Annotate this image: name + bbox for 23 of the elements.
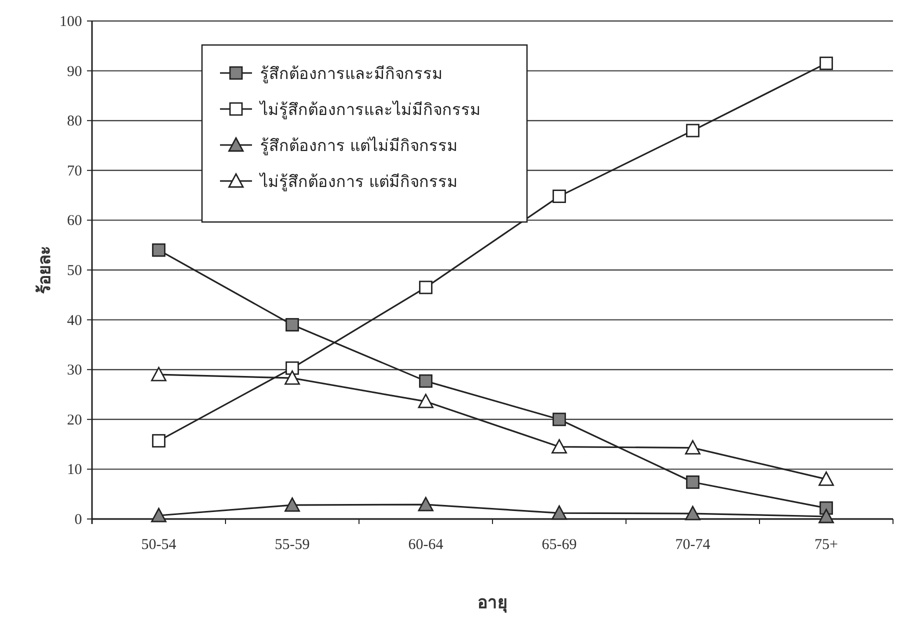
y-tick-label: 10: [67, 462, 82, 478]
y-tick-label: 80: [67, 114, 82, 130]
x-tick-label: 55-59: [274, 537, 310, 553]
y-tick-label: 70: [67, 163, 82, 180]
y-tick-label: 30: [67, 362, 82, 379]
y-tick-label: 20: [67, 412, 82, 428]
legend-label: รู้สึกต้องการและมีกิจกรรม: [260, 64, 443, 84]
x-tick-label: 70-74: [675, 537, 711, 553]
y-tick-label: 50: [67, 263, 82, 279]
y-tick-label: 90: [67, 64, 82, 80]
x-tick-label: 60-64: [408, 537, 444, 553]
legend-label: ไม่รู้สึกต้องการและไม่มีกิจกรรม: [258, 100, 481, 120]
y-tick-label: 0: [74, 512, 82, 528]
y-tick-label: 40: [67, 312, 82, 329]
x-tick-label: 75+: [814, 537, 838, 553]
y-axis-title: ร้อยละ: [35, 246, 55, 294]
x-tick-label: 50-54: [141, 537, 177, 553]
y-tick-label: 60: [67, 213, 82, 230]
x-tick-label: 65-69: [542, 537, 577, 553]
legend-label: รู้สึกต้องการ แต่ไม่มีกิจกรรม: [260, 136, 458, 156]
x-axis-title: อายุ: [478, 593, 508, 613]
y-tick-label: 100: [60, 14, 82, 30]
legend-label: ไม่รู้สึกต้องการ แต่มีกิจกรรม: [258, 172, 458, 192]
